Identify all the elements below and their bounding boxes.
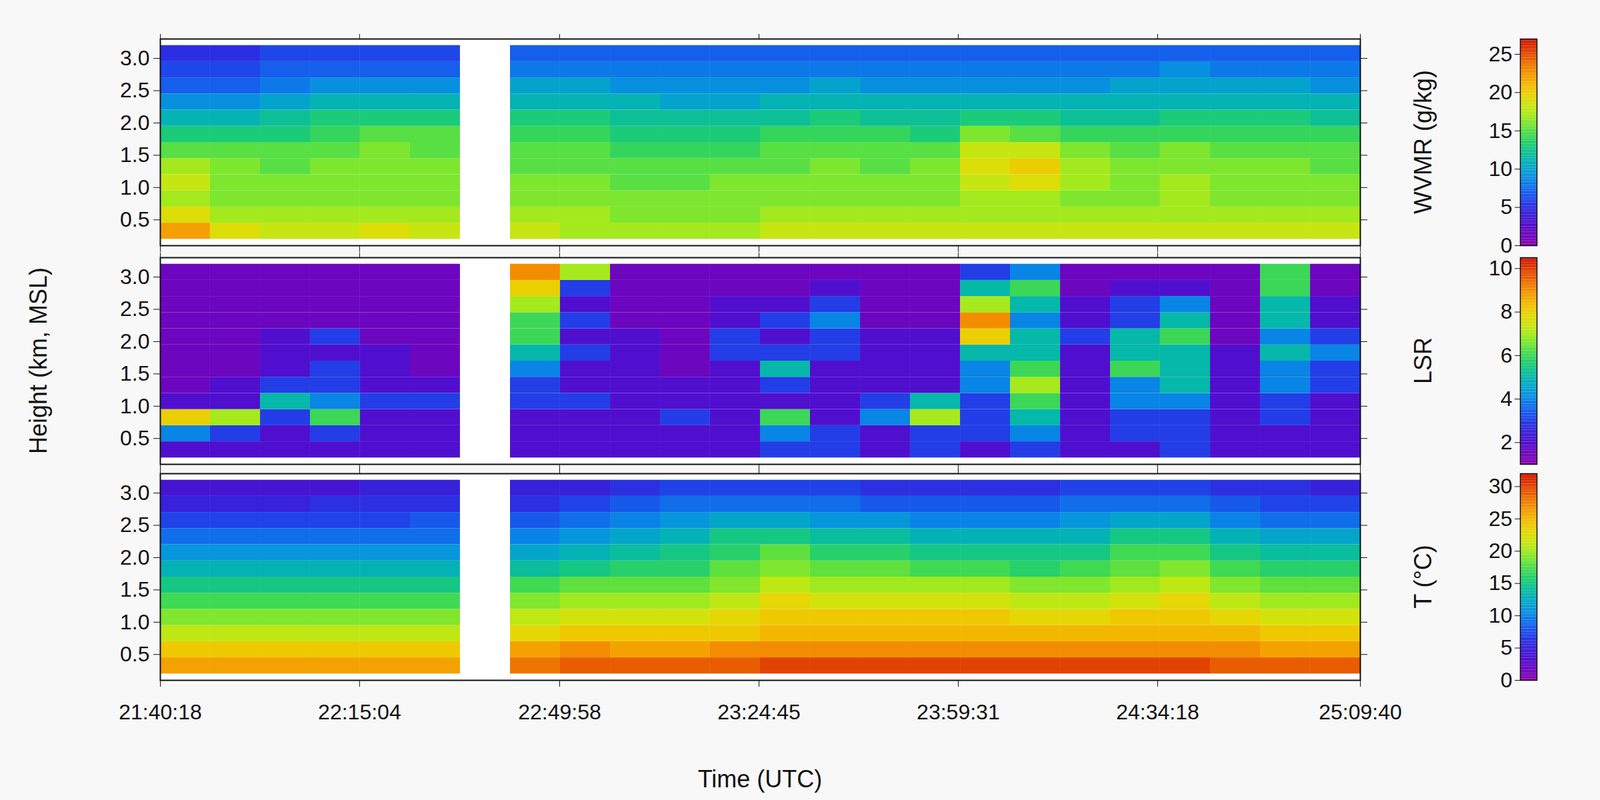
svg-text:22:49:58: 22:49:58 — [518, 700, 602, 724]
svg-text:0: 0 — [1500, 233, 1513, 258]
html-text:WVMR (g/kg): WVMR (g/kg) — [1409, 70, 1437, 214]
svg-text:30: 30 — [1488, 474, 1513, 498]
svg-text:2.5: 2.5 — [120, 512, 150, 537]
svg-text:15: 15 — [1488, 570, 1513, 595]
svg-text:2: 2 — [1500, 430, 1513, 454]
svg-text:0.5: 0.5 — [120, 426, 150, 450]
svg-text:5: 5 — [1500, 194, 1513, 219]
svg-text:25: 25 — [1488, 506, 1513, 531]
html-text:T (°C): T (°C) — [1409, 544, 1437, 609]
svg-text:0.5: 0.5 — [120, 207, 150, 232]
svg-text:1.5: 1.5 — [120, 577, 150, 602]
svg-text:21:40:18: 21:40:18 — [118, 700, 202, 724]
html-text:LSR: LSR — [1409, 337, 1437, 384]
svg-text:0: 0 — [1500, 668, 1513, 692]
svg-text:25: 25 — [1488, 42, 1513, 66]
svg-text:1.0: 1.0 — [120, 175, 150, 200]
svg-text:0.5: 0.5 — [120, 642, 150, 666]
svg-text:3.0: 3.0 — [120, 480, 150, 505]
svg-text:5: 5 — [1500, 635, 1513, 660]
svg-text:6: 6 — [1500, 343, 1513, 368]
svg-text:10: 10 — [1488, 156, 1513, 181]
svg-text:2.0: 2.0 — [120, 545, 150, 570]
svg-text:4: 4 — [1500, 386, 1513, 411]
svg-text:1.5: 1.5 — [120, 142, 150, 167]
svg-text:22:15:04: 22:15:04 — [318, 700, 402, 724]
svg-text:10: 10 — [1488, 603, 1513, 628]
svg-text:3.0: 3.0 — [120, 46, 150, 70]
svg-text:20: 20 — [1488, 538, 1513, 563]
svg-text:1.5: 1.5 — [120, 361, 150, 386]
svg-text:2.5: 2.5 — [120, 78, 150, 102]
svg-text:1.0: 1.0 — [120, 394, 150, 418]
svg-text:23:59:31: 23:59:31 — [916, 700, 1000, 724]
svg-text:25:09:40: 25:09:40 — [1318, 700, 1402, 724]
svg-text:24:34:18: 24:34:18 — [1116, 700, 1200, 724]
html-text:Time (UTC): Time (UTC) — [697, 765, 823, 793]
svg-text:2.5: 2.5 — [120, 296, 150, 321]
svg-text:1.0: 1.0 — [120, 610, 150, 634]
html-text:Height (km, MSL): Height (km, MSL) — [24, 267, 52, 454]
svg-text:10: 10 — [1488, 256, 1513, 280]
svg-text:23:24:45: 23:24:45 — [717, 700, 801, 724]
svg-text:2.0: 2.0 — [120, 110, 150, 135]
svg-text:8: 8 — [1500, 299, 1513, 324]
svg-text:2.0: 2.0 — [120, 329, 150, 354]
svg-text:3.0: 3.0 — [120, 264, 150, 289]
svg-text:15: 15 — [1488, 118, 1513, 143]
svg-text:20: 20 — [1488, 80, 1513, 104]
